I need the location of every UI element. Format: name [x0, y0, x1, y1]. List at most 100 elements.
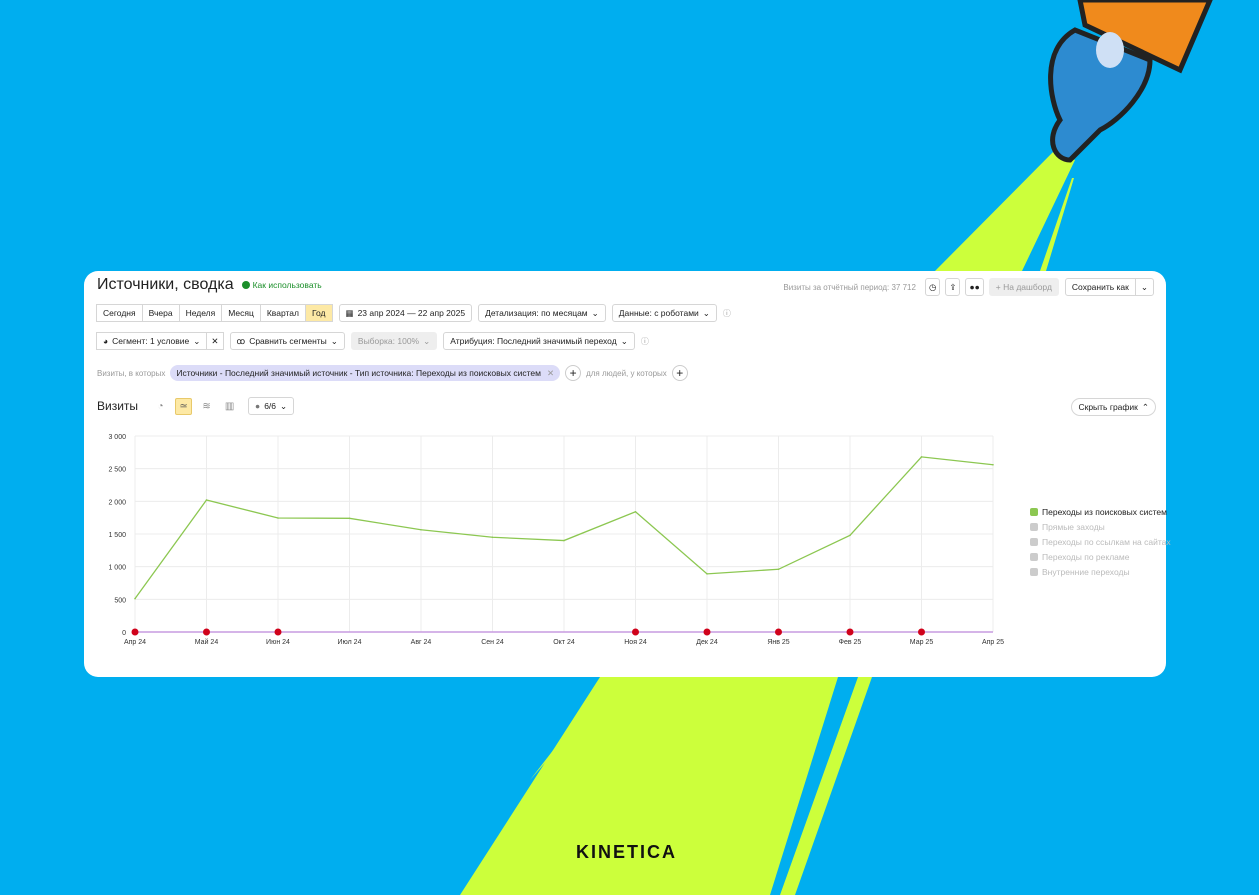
checkbox-icon — [1030, 507, 1038, 516]
x-tick-label: Ноя 24 — [624, 639, 647, 646]
help-icon[interactable]: ⓘ — [640, 336, 649, 346]
hide-chart-wrap: Скрыть график ⌃ — [1071, 398, 1156, 416]
visits-total: Визиты за отчётный период: 37 712 — [783, 282, 916, 292]
data-point — [205, 499, 208, 501]
period-selector: Сегодня Вчера Неделя Месяц Квартал Год — [96, 304, 333, 322]
legend-item[interactable]: Внутренние переходы — [1030, 564, 1171, 579]
segment-dropdown[interactable]: ◕ Сегмент: 1 условие ⌄ — [96, 332, 208, 350]
line-chart: 0 500 1 000 1 500 2 000 2 500 3 000 Апр 24 Май 2… — [108, 434, 1004, 646]
legend-item[interactable]: Переходы по рекламе — [1030, 549, 1171, 564]
data-mode-dropdown[interactable]: Данные: с роботами ⌄ — [611, 304, 717, 322]
beam-thin-2 — [530, 677, 620, 780]
annotation-marker[interactable] — [775, 628, 782, 636]
chevron-down-icon: ⌄ — [1140, 281, 1148, 292]
segment-label: Сегмент: 1 условие — [112, 336, 190, 346]
x-tick-label: Дек 24 — [696, 639, 718, 646]
checkbox-icon — [1030, 567, 1038, 576]
annotation-marker[interactable] — [203, 628, 210, 636]
series-count: 6/6 — [264, 401, 277, 411]
help-link[interactable]: Как использовать — [241, 280, 322, 290]
detail-label: Детализация: по месяцам — [485, 308, 588, 318]
chevron-down-icon: ⌄ — [620, 335, 628, 346]
bar-chart-icon[interactable]: ▥ — [224, 400, 235, 412]
add-dashboard-button[interactable]: + На дашборд — [988, 278, 1059, 296]
data-point — [563, 539, 565, 542]
x-tick-label: Фев 25 — [839, 639, 862, 646]
period-year[interactable]: Год — [304, 304, 333, 322]
binoculars-icon: ꝏ — [236, 335, 246, 346]
hide-chart-label: Скрыть график — [1078, 402, 1138, 412]
area-chart-icon[interactable]: ≋ — [202, 400, 211, 412]
close-icon[interactable]: ✕ — [546, 367, 555, 378]
attribution-dropdown[interactable]: Атрибуция: Последний значимый переход ⌄ — [443, 332, 635, 350]
x-tick-label: Авг 24 — [411, 639, 432, 646]
save-as-button[interactable]: Сохранить как — [1064, 278, 1136, 296]
checkbox-icon — [1030, 522, 1038, 531]
x-tick-label: Май 24 — [195, 638, 219, 646]
legend-item[interactable]: Переходы по ссылкам на сайтах — [1030, 534, 1171, 549]
export-button[interactable]: ⇪ — [945, 278, 961, 296]
segment-row: ◕ Сегмент: 1 условие ⌄ ✕ ꝏ Сравнить сегмент… — [96, 332, 649, 350]
header-actions: Визиты за отчётный период: 37 712 ◷ ⇪ ●●… — [783, 278, 1154, 296]
history-button[interactable]: ◷ — [924, 278, 941, 296]
date-range-picker[interactable]: ▦ 23 апр 2024 — 22 апр 2025 — [338, 304, 473, 322]
sample-dropdown[interactable]: Выборка: 100% ⌄ — [350, 332, 438, 350]
pie-icon: ◕ — [103, 336, 109, 346]
legend-label: Внутренние переходы — [1042, 566, 1130, 577]
annotation-marker[interactable] — [703, 628, 711, 636]
x-tick-label: Апр 24 — [124, 639, 146, 646]
filter-chip[interactable]: Источники - Последний значимый источник … — [170, 365, 561, 381]
detail-dropdown[interactable]: Детализация: по месяцам ⌄ — [478, 304, 606, 322]
y-tick-label: 500 — [114, 597, 126, 604]
data-point — [920, 456, 923, 458]
annotation-marker[interactable] — [274, 628, 282, 636]
add-people-filter-button[interactable]: + — [671, 365, 688, 381]
pie-chart-icon[interactable]: ◔ — [157, 400, 164, 412]
annotation-marker[interactable] — [131, 628, 139, 636]
chevron-down-icon: ⌄ — [193, 335, 201, 346]
data-point — [992, 463, 994, 466]
segments-button[interactable]: ●● — [965, 278, 984, 296]
close-icon: ✕ — [211, 335, 219, 346]
beam-thin — [1040, 178, 1074, 271]
help-icon[interactable]: ⓘ — [722, 308, 731, 318]
filter-row: Визиты, в которых Источники - Последний … — [97, 365, 688, 381]
calendar-icon: ▦ — [345, 307, 354, 318]
period-month[interactable]: Месяц — [221, 304, 261, 322]
y-tick-label: 0 — [122, 630, 126, 637]
annotation-marker[interactable] — [918, 628, 925, 636]
legend-item[interactable]: Переходы из поисковых систем — [1030, 504, 1171, 519]
x-tick-label: Июл 24 — [338, 639, 362, 646]
chart-legend: Переходы из поисковых систем Прямые захо… — [1030, 504, 1171, 579]
data-point — [348, 517, 351, 520]
legend-label: Переходы из поисковых систем — [1042, 506, 1167, 517]
page-title: Источники, сводка — [97, 276, 234, 293]
x-tick-label: Апр 25 — [982, 639, 1004, 646]
chart-header: Визиты ◔ ≃ ≋ ▥ ● 6/6 ⌄ — [97, 397, 295, 415]
hide-chart-button[interactable]: Скрыть график ⌃ — [1071, 398, 1156, 416]
beam-thin-3 — [780, 677, 872, 895]
period-today[interactable]: Сегодня — [96, 304, 143, 322]
x-tick-label: Сен 24 — [481, 639, 504, 646]
save-menu-button[interactable]: ⌄ — [1134, 278, 1154, 296]
chevron-down-icon: ⌄ — [330, 335, 338, 346]
toolbar-row: Сегодня Вчера Неделя Месяц Квартал Год ▦… — [96, 304, 731, 322]
line-chart-icon[interactable]: ≃ — [175, 397, 193, 415]
annotations-dropdown[interactable]: ● 6/6 ⌄ — [248, 397, 295, 415]
x-tick-label: Мар 25 — [910, 639, 934, 646]
beam-bottom — [460, 677, 838, 895]
annotation-marker[interactable] — [846, 628, 854, 636]
annotation-marker[interactable] — [632, 628, 639, 636]
legend-item[interactable]: Прямые заходы — [1030, 519, 1171, 534]
data-point — [634, 510, 637, 513]
data-mode-label: Данные: с роботами — [618, 308, 699, 318]
attribution-label: Атрибуция: Последний значимый переход — [450, 336, 617, 346]
add-filter-button[interactable]: + — [565, 365, 582, 381]
checkbox-icon — [1030, 537, 1038, 546]
chart-title: Визиты — [97, 399, 139, 413]
legend-label: Переходы по рекламе — [1042, 551, 1130, 562]
compare-segments-dropdown[interactable]: ꝏ Сравнить сегменты ⌄ — [229, 332, 345, 350]
clear-segment-button[interactable]: ✕ — [206, 332, 224, 350]
y-tick-label: 1 500 — [108, 532, 126, 539]
